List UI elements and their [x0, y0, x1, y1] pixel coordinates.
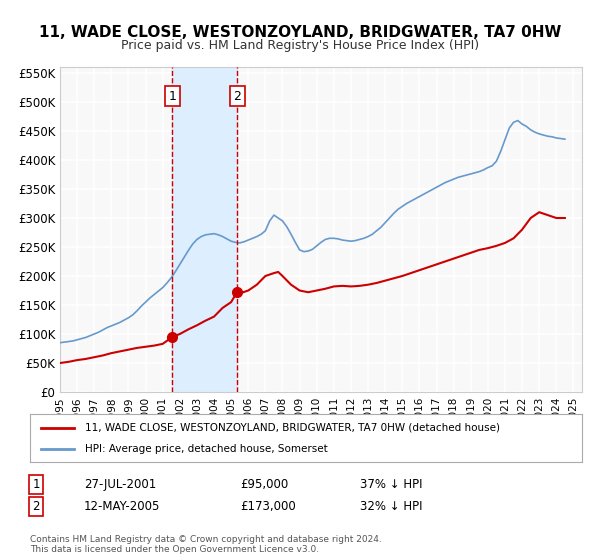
Text: 32% ↓ HPI: 32% ↓ HPI [360, 500, 422, 514]
Text: Price paid vs. HM Land Registry's House Price Index (HPI): Price paid vs. HM Land Registry's House … [121, 39, 479, 52]
Text: HPI: Average price, detached house, Somerset: HPI: Average price, detached house, Some… [85, 444, 328, 454]
Text: Contains HM Land Registry data © Crown copyright and database right 2024.
This d: Contains HM Land Registry data © Crown c… [30, 535, 382, 554]
Text: 12-MAY-2005: 12-MAY-2005 [84, 500, 160, 514]
Text: 2: 2 [233, 90, 241, 102]
Text: 1: 1 [169, 90, 176, 102]
Text: 37% ↓ HPI: 37% ↓ HPI [360, 478, 422, 491]
Bar [172, 67, 238, 392]
Text: £95,000: £95,000 [240, 478, 288, 491]
Text: 1: 1 [32, 478, 40, 491]
Text: 2: 2 [32, 500, 40, 514]
Text: 11, WADE CLOSE, WESTONZOYLAND, BRIDGWATER, TA7 0HW (detached house): 11, WADE CLOSE, WESTONZOYLAND, BRIDGWATE… [85, 423, 500, 433]
Text: 27-JUL-2001: 27-JUL-2001 [84, 478, 156, 491]
Text: £173,000: £173,000 [240, 500, 296, 514]
Text: 11, WADE CLOSE, WESTONZOYLAND, BRIDGWATER, TA7 0HW: 11, WADE CLOSE, WESTONZOYLAND, BRIDGWATE… [39, 25, 561, 40]
